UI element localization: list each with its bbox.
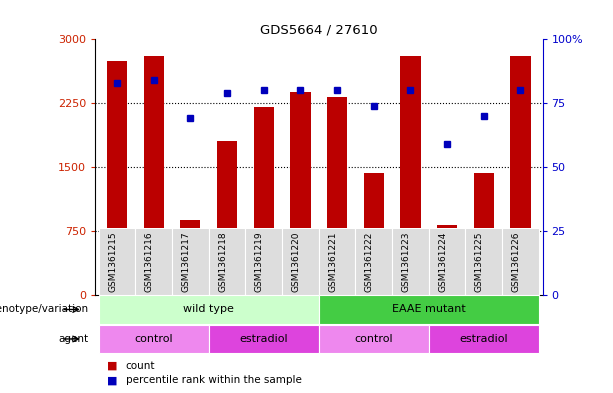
Text: genotype/variation: genotype/variation (0, 305, 89, 314)
Bar (392, 228, 429, 295)
Bar (502, 228, 539, 295)
Title: GDS5664 / 27610: GDS5664 / 27610 (260, 24, 378, 37)
Text: EAAE mutant: EAAE mutant (392, 305, 466, 314)
Bar (291, 92, 311, 295)
Text: GSM1361215: GSM1361215 (108, 231, 117, 292)
Text: GSM1361219: GSM1361219 (255, 231, 264, 292)
Text: percentile rank within the sample: percentile rank within the sample (126, 375, 302, 385)
Bar (327, 97, 347, 295)
Bar (107, 61, 127, 295)
Bar (429, 325, 539, 353)
Text: GSM1361217: GSM1361217 (181, 231, 191, 292)
Text: count: count (126, 361, 155, 371)
Bar (437, 225, 457, 295)
Text: control: control (134, 334, 173, 344)
Bar (208, 325, 319, 353)
Text: estradiol: estradiol (460, 334, 508, 344)
Bar (400, 56, 421, 295)
Bar (143, 56, 164, 295)
Bar (180, 220, 200, 295)
Bar (99, 296, 319, 324)
Text: GSM1361223: GSM1361223 (402, 231, 411, 292)
Bar (319, 228, 356, 295)
Bar (254, 107, 274, 295)
Text: GSM1361222: GSM1361222 (365, 231, 374, 292)
Bar (429, 228, 465, 295)
Text: ■: ■ (107, 375, 118, 385)
Bar (282, 228, 319, 295)
Bar (474, 173, 494, 295)
Bar (511, 56, 531, 295)
Text: ■: ■ (107, 361, 118, 371)
Bar (208, 228, 245, 295)
Text: wild type: wild type (183, 305, 234, 314)
Bar (99, 325, 208, 353)
Text: GSM1361221: GSM1361221 (328, 231, 337, 292)
Bar (319, 325, 429, 353)
Text: GSM1361220: GSM1361220 (291, 231, 300, 292)
Text: GSM1361226: GSM1361226 (511, 231, 520, 292)
Bar (135, 228, 172, 295)
Bar (99, 228, 135, 295)
Bar (245, 228, 282, 295)
Text: GSM1361224: GSM1361224 (438, 231, 447, 292)
Bar (356, 228, 392, 295)
Text: GSM1361225: GSM1361225 (475, 231, 484, 292)
Text: GSM1361216: GSM1361216 (145, 231, 154, 292)
Text: control: control (354, 334, 393, 344)
Bar (364, 173, 384, 295)
Text: estradiol: estradiol (240, 334, 288, 344)
Bar (172, 228, 208, 295)
Bar (217, 141, 237, 295)
Text: GSM1361218: GSM1361218 (218, 231, 227, 292)
Bar (465, 228, 502, 295)
Text: agent: agent (59, 334, 89, 344)
Bar (319, 296, 539, 324)
